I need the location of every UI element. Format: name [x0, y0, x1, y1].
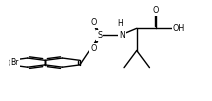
Text: N: N [119, 31, 125, 40]
Text: H: H [117, 19, 123, 28]
Text: Br: Br [11, 58, 19, 67]
Text: S: S [97, 31, 102, 40]
Text: OH: OH [173, 24, 185, 33]
Text: O: O [90, 44, 96, 53]
Text: O: O [153, 6, 159, 15]
Text: O: O [90, 18, 96, 27]
